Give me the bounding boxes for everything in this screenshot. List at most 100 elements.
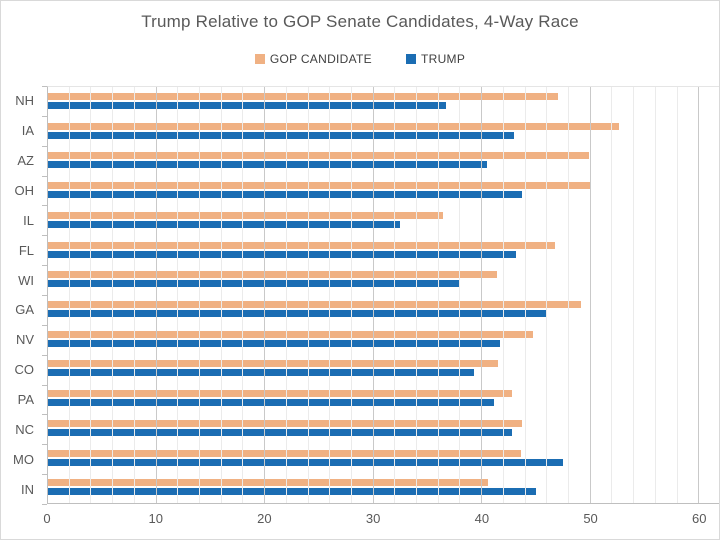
gop-bar-nh (48, 93, 559, 100)
category-label-oh: OH (14, 183, 35, 198)
category-tick-mark (42, 444, 47, 445)
category-tick-mark (42, 146, 47, 147)
major-gridline (264, 87, 266, 503)
trump-bar-nv (48, 339, 500, 347)
gop-bar-il (48, 211, 444, 219)
minor-gridline (329, 87, 331, 503)
trump-bar-mo (48, 458, 563, 466)
bar-row-wi (48, 265, 719, 295)
bar-row-pa (48, 384, 719, 414)
x-tick-label-60: 60 (692, 511, 707, 526)
x-tick-label-30: 30 (365, 511, 381, 526)
category-tick-mark (42, 474, 47, 475)
legend-entry-trump: TRUMP (405, 52, 466, 66)
gop-bar-ga (48, 301, 581, 309)
category-tick-mark (42, 504, 47, 505)
category-tick-mark (42, 235, 47, 236)
gop-bar-pa (48, 390, 512, 398)
bar-row-in (48, 473, 719, 503)
bar-row-nc (48, 414, 719, 444)
gop-bar-co (48, 360, 499, 368)
gop-bar-nc (48, 419, 523, 427)
x-tick-label-20: 20 (257, 511, 272, 526)
gop-bar-in (48, 479, 488, 487)
minor-gridline (285, 87, 287, 503)
bar-row-il (48, 206, 719, 236)
bar-row-fl (48, 236, 719, 266)
minor-gridline (198, 87, 200, 503)
gop-bar-wi (48, 271, 498, 279)
minor-gridline (568, 87, 570, 503)
trump-bar-co (48, 369, 474, 377)
gop-bar-az (48, 152, 589, 160)
major-gridline (698, 87, 700, 503)
minor-gridline (68, 87, 70, 503)
category-tick-mark (42, 385, 47, 386)
minor-gridline (394, 87, 396, 503)
minor-gridline (112, 87, 114, 503)
category-label-co: CO (14, 362, 35, 378)
bar-rows (48, 87, 719, 503)
category-label-wi: WI (18, 272, 34, 288)
minor-gridline (177, 87, 179, 503)
gop-legend-label: GOP CANDIDATE (269, 52, 372, 66)
gop-bar-fl (48, 241, 555, 249)
x-tick-label-0: 0 (43, 511, 51, 526)
trump-legend-label: TRUMP (420, 52, 466, 66)
gop-legend-swatch-icon (254, 54, 265, 64)
category-tick-mark (42, 116, 47, 117)
gop-bar-mo (48, 449, 522, 457)
minor-gridline (611, 87, 613, 503)
minor-gridline (546, 87, 548, 503)
trump-bar-oh (48, 191, 523, 199)
category-label-ia: IA (21, 123, 34, 139)
category-label-pa: PA (17, 392, 34, 408)
minor-gridline (350, 87, 352, 503)
x-tick-label-40: 40 (474, 511, 490, 526)
category-label-fl: FL (18, 242, 34, 258)
category-tick-mark (42, 325, 47, 326)
trump-bar-wi (48, 280, 461, 288)
trump-bar-in (48, 488, 537, 496)
category-tick-mark (42, 265, 47, 266)
chart-title: Trump Relative to GOP Senate Candidates,… (141, 12, 579, 31)
gop-bar-nv (48, 330, 534, 338)
category-label-il: IL (23, 212, 34, 228)
minor-gridline (307, 87, 309, 503)
category-label-nv: NV (15, 332, 34, 348)
category-tick-mark (42, 295, 47, 296)
category-axis: NH IA AZ OH IL FL WI GA NV CO PA NC MO IN (1, 86, 34, 504)
bar-row-az (48, 146, 719, 176)
bar-row-ga (48, 295, 719, 325)
minor-gridline (242, 87, 244, 503)
major-gridline (589, 87, 591, 503)
trump-legend-swatch-icon (405, 54, 416, 64)
plot-area (47, 86, 719, 504)
major-gridline (481, 87, 483, 503)
category-label-ga: GA (15, 302, 34, 318)
trump-bar-ia (48, 131, 514, 139)
x-tick-label-50: 50 (583, 511, 598, 526)
legend-entry-gop: GOP CANDIDATE (254, 52, 372, 66)
gop-bar-ia (48, 122, 619, 130)
x-tick-label-10: 10 (148, 511, 163, 526)
category-tick-mark (42, 355, 47, 356)
category-label-mo: MO (13, 451, 34, 467)
minor-gridline (416, 87, 418, 503)
legend: GOP CANDIDATE TRUMP (1, 52, 719, 66)
minor-gridline (220, 87, 222, 503)
trump-bar-az (48, 161, 487, 169)
minor-gridline (90, 87, 92, 503)
trump-bar-nc (48, 428, 512, 436)
category-label-az: AZ (17, 153, 34, 169)
bar-row-nv (48, 325, 719, 355)
minor-gridline (524, 87, 526, 503)
minor-gridline (654, 87, 656, 503)
bar-row-nh (48, 87, 719, 117)
category-tick-mark (42, 205, 47, 206)
bar-row-mo (48, 444, 719, 474)
trump-bar-fl (48, 250, 516, 258)
trump-bar-nh (48, 102, 447, 109)
minor-gridline (459, 87, 461, 503)
